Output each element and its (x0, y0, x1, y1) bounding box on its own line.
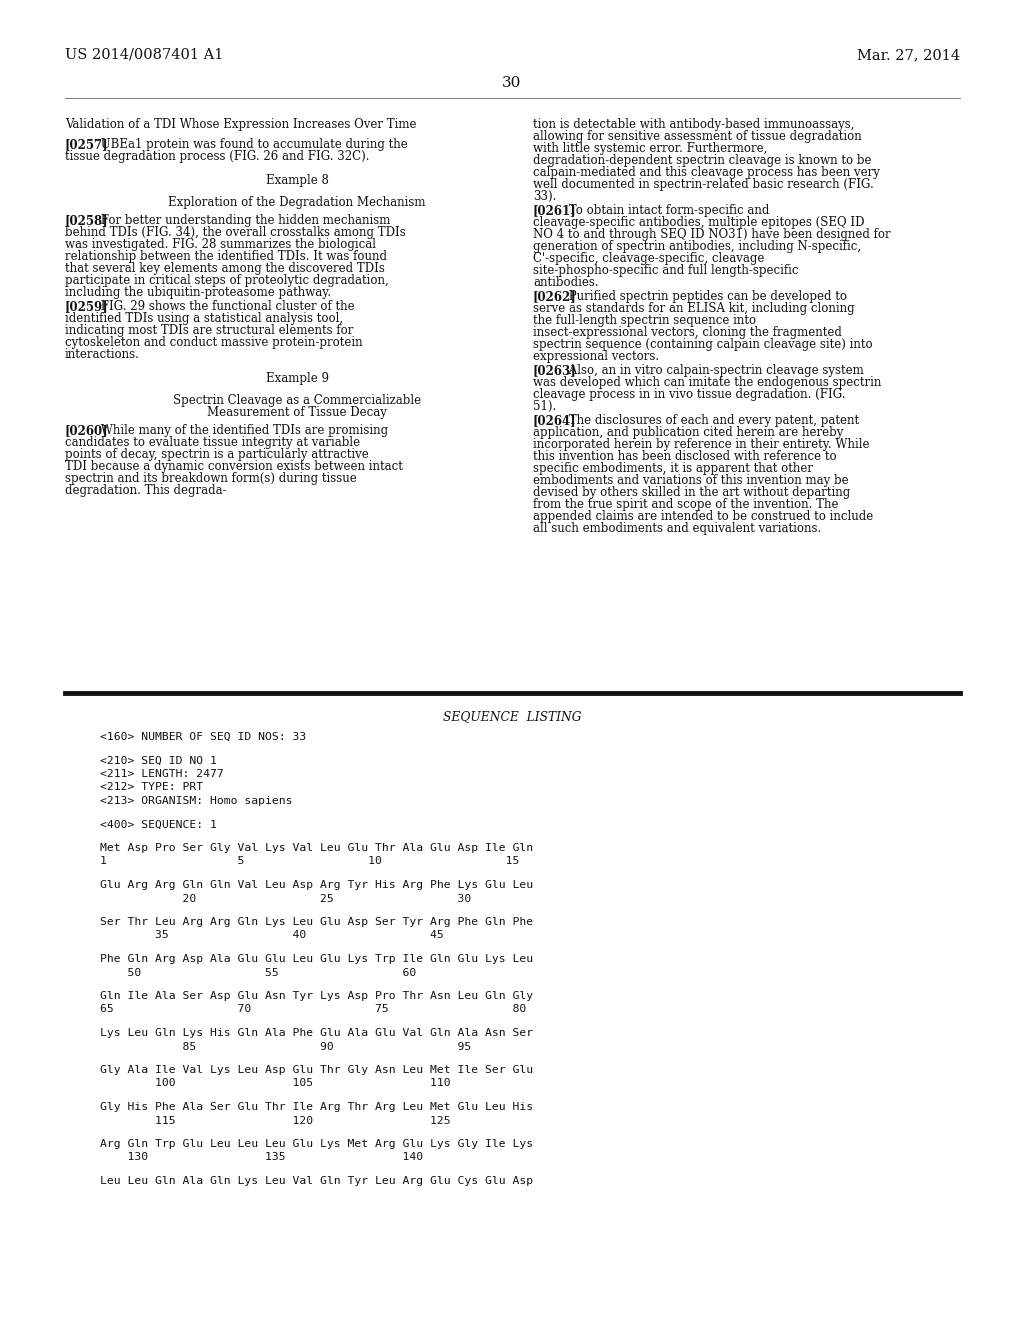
Text: Spectrin Cleavage as a Commercializable: Spectrin Cleavage as a Commercializable (173, 393, 421, 407)
Text: all such embodiments and equivalent variations.: all such embodiments and equivalent vari… (534, 521, 821, 535)
Text: Arg Gln Trp Glu Leu Leu Leu Glu Lys Met Arg Glu Lys Gly Ile Lys: Arg Gln Trp Glu Leu Leu Leu Glu Lys Met … (100, 1139, 534, 1148)
Text: Mar. 27, 2014: Mar. 27, 2014 (857, 48, 961, 62)
Text: 115                 120                 125: 115 120 125 (100, 1115, 451, 1126)
Text: points of decay, spectrin is a particularly attractive: points of decay, spectrin is a particula… (65, 447, 369, 461)
Text: 1                   5                  10                  15: 1 5 10 15 (100, 857, 519, 866)
Text: <212> TYPE: PRT: <212> TYPE: PRT (100, 783, 203, 792)
Text: For better understanding the hidden mechanism: For better understanding the hidden mech… (96, 214, 390, 227)
Text: interactions.: interactions. (65, 348, 140, 360)
Text: [0260]: [0260] (65, 424, 109, 437)
Text: Example 9: Example 9 (265, 372, 329, 385)
Text: including the ubiquitin-proteasome pathway.: including the ubiquitin-proteasome pathw… (65, 286, 331, 300)
Text: [0259]: [0259] (65, 300, 109, 313)
Text: [0263]: [0263] (534, 364, 577, 378)
Text: antibodies.: antibodies. (534, 276, 599, 289)
Text: serve as standards for an ELISA kit, including cloning: serve as standards for an ELISA kit, inc… (534, 302, 855, 315)
Text: generation of spectrin antibodies, including N-specific,: generation of spectrin antibodies, inclu… (534, 240, 861, 253)
Text: The disclosures of each and every patent, patent: The disclosures of each and every patent… (564, 414, 859, 426)
Text: Ser Thr Leu Arg Arg Gln Lys Leu Glu Asp Ser Tyr Arg Phe Gln Phe: Ser Thr Leu Arg Arg Gln Lys Leu Glu Asp … (100, 917, 534, 927)
Text: with little systemic error. Furthermore,: with little systemic error. Furthermore, (534, 143, 767, 154)
Text: well documented in spectrin-related basic research (FIG.: well documented in spectrin-related basi… (534, 178, 873, 191)
Text: degradation. This degrada-: degradation. This degrada- (65, 484, 226, 498)
Text: 85                  90                  95: 85 90 95 (100, 1041, 471, 1052)
Text: calpain-mediated and this cleavage process has been very: calpain-mediated and this cleavage proce… (534, 166, 880, 180)
Text: UBEa1 protein was found to accumulate during the: UBEa1 protein was found to accumulate du… (96, 139, 408, 150)
Text: Measurement of Tissue Decay: Measurement of Tissue Decay (207, 407, 387, 418)
Text: specific embodiments, it is apparent that other: specific embodiments, it is apparent tha… (534, 462, 813, 475)
Text: 30: 30 (503, 77, 521, 90)
Text: Example 8: Example 8 (265, 174, 329, 187)
Text: 33).: 33). (534, 190, 556, 203)
Text: 35                  40                  45: 35 40 45 (100, 931, 443, 940)
Text: the full-length spectrin sequence into: the full-length spectrin sequence into (534, 314, 756, 327)
Text: that several key elements among the discovered TDIs: that several key elements among the disc… (65, 261, 385, 275)
Text: <213> ORGANISM: Homo sapiens: <213> ORGANISM: Homo sapiens (100, 796, 293, 807)
Text: this invention has been disclosed with reference to: this invention has been disclosed with r… (534, 450, 837, 463)
Text: FIG. 29 shows the functional cluster of the: FIG. 29 shows the functional cluster of … (96, 300, 354, 313)
Text: tion is detectable with antibody-based immunoassays,: tion is detectable with antibody-based i… (534, 117, 854, 131)
Text: <160> NUMBER OF SEQ ID NOS: 33: <160> NUMBER OF SEQ ID NOS: 33 (100, 733, 306, 742)
Text: Glu Arg Arg Gln Gln Val Leu Asp Arg Tyr His Arg Phe Lys Glu Leu: Glu Arg Arg Gln Gln Val Leu Asp Arg Tyr … (100, 880, 534, 890)
Text: 51).: 51). (534, 400, 556, 413)
Text: was developed which can imitate the endogenous spectrin: was developed which can imitate the endo… (534, 376, 882, 389)
Text: cleavage process in in vivo tissue degradation. (FIG.: cleavage process in in vivo tissue degra… (534, 388, 846, 401)
Text: identified TDIs using a statistical analysis tool,: identified TDIs using a statistical anal… (65, 312, 343, 325)
Text: [0258]: [0258] (65, 214, 109, 227)
Text: US 2014/0087401 A1: US 2014/0087401 A1 (65, 48, 223, 62)
Text: Gly His Phe Ala Ser Glu Thr Ile Arg Thr Arg Leu Met Glu Leu His: Gly His Phe Ala Ser Glu Thr Ile Arg Thr … (100, 1102, 534, 1111)
Text: insect-expressional vectors, cloning the fragmented: insect-expressional vectors, cloning the… (534, 326, 842, 339)
Text: C'-specific, cleavage-specific, cleavage: C'-specific, cleavage-specific, cleavage (534, 252, 764, 265)
Text: spectrin and its breakdown form(s) during tissue: spectrin and its breakdown form(s) durin… (65, 473, 356, 484)
Text: Met Asp Pro Ser Gly Val Lys Val Leu Glu Thr Ala Glu Asp Ile Gln: Met Asp Pro Ser Gly Val Lys Val Leu Glu … (100, 843, 534, 853)
Text: appended claims are intended to be construed to include: appended claims are intended to be const… (534, 510, 873, 523)
Text: To obtain intact form-specific and: To obtain intact form-specific and (564, 205, 769, 216)
Text: [0262]: [0262] (534, 290, 577, 304)
Text: participate in critical steps of proteolytic degradation,: participate in critical steps of proteol… (65, 275, 389, 286)
Text: <210> SEQ ID NO 1: <210> SEQ ID NO 1 (100, 755, 217, 766)
Text: devised by others skilled in the art without departing: devised by others skilled in the art wit… (534, 486, 850, 499)
Text: degradation-dependent spectrin cleavage is known to be: degradation-dependent spectrin cleavage … (534, 154, 871, 168)
Text: allowing for sensitive assessment of tissue degradation: allowing for sensitive assessment of tis… (534, 129, 862, 143)
Text: Also, an in vitro calpain-spectrin cleavage system: Also, an in vitro calpain-spectrin cleav… (564, 364, 863, 378)
Text: Gln Ile Ala Ser Asp Glu Asn Tyr Lys Asp Pro Thr Asn Leu Gln Gly: Gln Ile Ala Ser Asp Glu Asn Tyr Lys Asp … (100, 991, 534, 1001)
Text: indicating most TDIs are structural elements for: indicating most TDIs are structural elem… (65, 323, 353, 337)
Text: [0264]: [0264] (534, 414, 577, 426)
Text: Exploration of the Degradation Mechanism: Exploration of the Degradation Mechanism (168, 195, 426, 209)
Text: cytoskeleton and conduct massive protein-protein: cytoskeleton and conduct massive protein… (65, 337, 362, 348)
Text: SEQUENCE  LISTING: SEQUENCE LISTING (442, 710, 582, 723)
Text: site-phospho-specific and full length-specific: site-phospho-specific and full length-sp… (534, 264, 799, 277)
Text: cleavage-specific antibodies, multiple epitopes (SEQ ID: cleavage-specific antibodies, multiple e… (534, 216, 864, 228)
Text: NO 4 to and through SEQ ID NO31) have been designed for: NO 4 to and through SEQ ID NO31) have be… (534, 228, 891, 242)
Text: Lys Leu Gln Lys His Gln Ala Phe Glu Ala Glu Val Gln Ala Asn Ser: Lys Leu Gln Lys His Gln Ala Phe Glu Ala … (100, 1028, 534, 1038)
Text: Phe Gln Arg Asp Ala Glu Glu Leu Glu Lys Trp Ile Gln Glu Lys Leu: Phe Gln Arg Asp Ala Glu Glu Leu Glu Lys … (100, 954, 534, 964)
Text: Purified spectrin peptides can be developed to: Purified spectrin peptides can be develo… (564, 290, 847, 304)
Text: spectrin sequence (containing calpain cleavage site) into: spectrin sequence (containing calpain cl… (534, 338, 872, 351)
Text: Validation of a TDI Whose Expression Increases Over Time: Validation of a TDI Whose Expression Inc… (65, 117, 417, 131)
Text: 100                 105                 110: 100 105 110 (100, 1078, 451, 1089)
Text: from the true spirit and scope of the invention. The: from the true spirit and scope of the in… (534, 498, 839, 511)
Text: <211> LENGTH: 2477: <211> LENGTH: 2477 (100, 770, 224, 779)
Text: While many of the identified TDIs are promising: While many of the identified TDIs are pr… (96, 424, 388, 437)
Text: 20                  25                  30: 20 25 30 (100, 894, 471, 903)
Text: <400> SEQUENCE: 1: <400> SEQUENCE: 1 (100, 820, 217, 829)
Text: expressional vectors.: expressional vectors. (534, 350, 659, 363)
Text: 65                  70                  75                  80: 65 70 75 80 (100, 1005, 526, 1015)
Text: [0257]: [0257] (65, 139, 109, 150)
Text: [0261]: [0261] (534, 205, 577, 216)
Text: behind TDIs (FIG. 34), the overall crosstalks among TDIs: behind TDIs (FIG. 34), the overall cross… (65, 226, 406, 239)
Text: application, and publication cited herein are hereby: application, and publication cited herei… (534, 426, 844, 440)
Text: incorporated herein by reference in their entirety. While: incorporated herein by reference in thei… (534, 438, 869, 451)
Text: TDI because a dynamic conversion exists between intact: TDI because a dynamic conversion exists … (65, 459, 402, 473)
Text: Gly Ala Ile Val Lys Leu Asp Glu Thr Gly Asn Leu Met Ile Ser Glu: Gly Ala Ile Val Lys Leu Asp Glu Thr Gly … (100, 1065, 534, 1074)
Text: was investigated. FIG. 28 summarizes the biological: was investigated. FIG. 28 summarizes the… (65, 238, 376, 251)
Text: tissue degradation process (FIG. 26 and FIG. 32C).: tissue degradation process (FIG. 26 and … (65, 150, 370, 162)
Text: relationship between the identified TDIs. It was found: relationship between the identified TDIs… (65, 249, 387, 263)
Text: 50                  55                  60: 50 55 60 (100, 968, 416, 978)
Text: Leu Leu Gln Ala Gln Lys Leu Val Gln Tyr Leu Arg Glu Cys Glu Asp: Leu Leu Gln Ala Gln Lys Leu Val Gln Tyr … (100, 1176, 534, 1185)
Text: 130                 135                 140: 130 135 140 (100, 1152, 423, 1163)
Text: candidates to evaluate tissue integrity at variable: candidates to evaluate tissue integrity … (65, 436, 360, 449)
Text: embodiments and variations of this invention may be: embodiments and variations of this inven… (534, 474, 849, 487)
